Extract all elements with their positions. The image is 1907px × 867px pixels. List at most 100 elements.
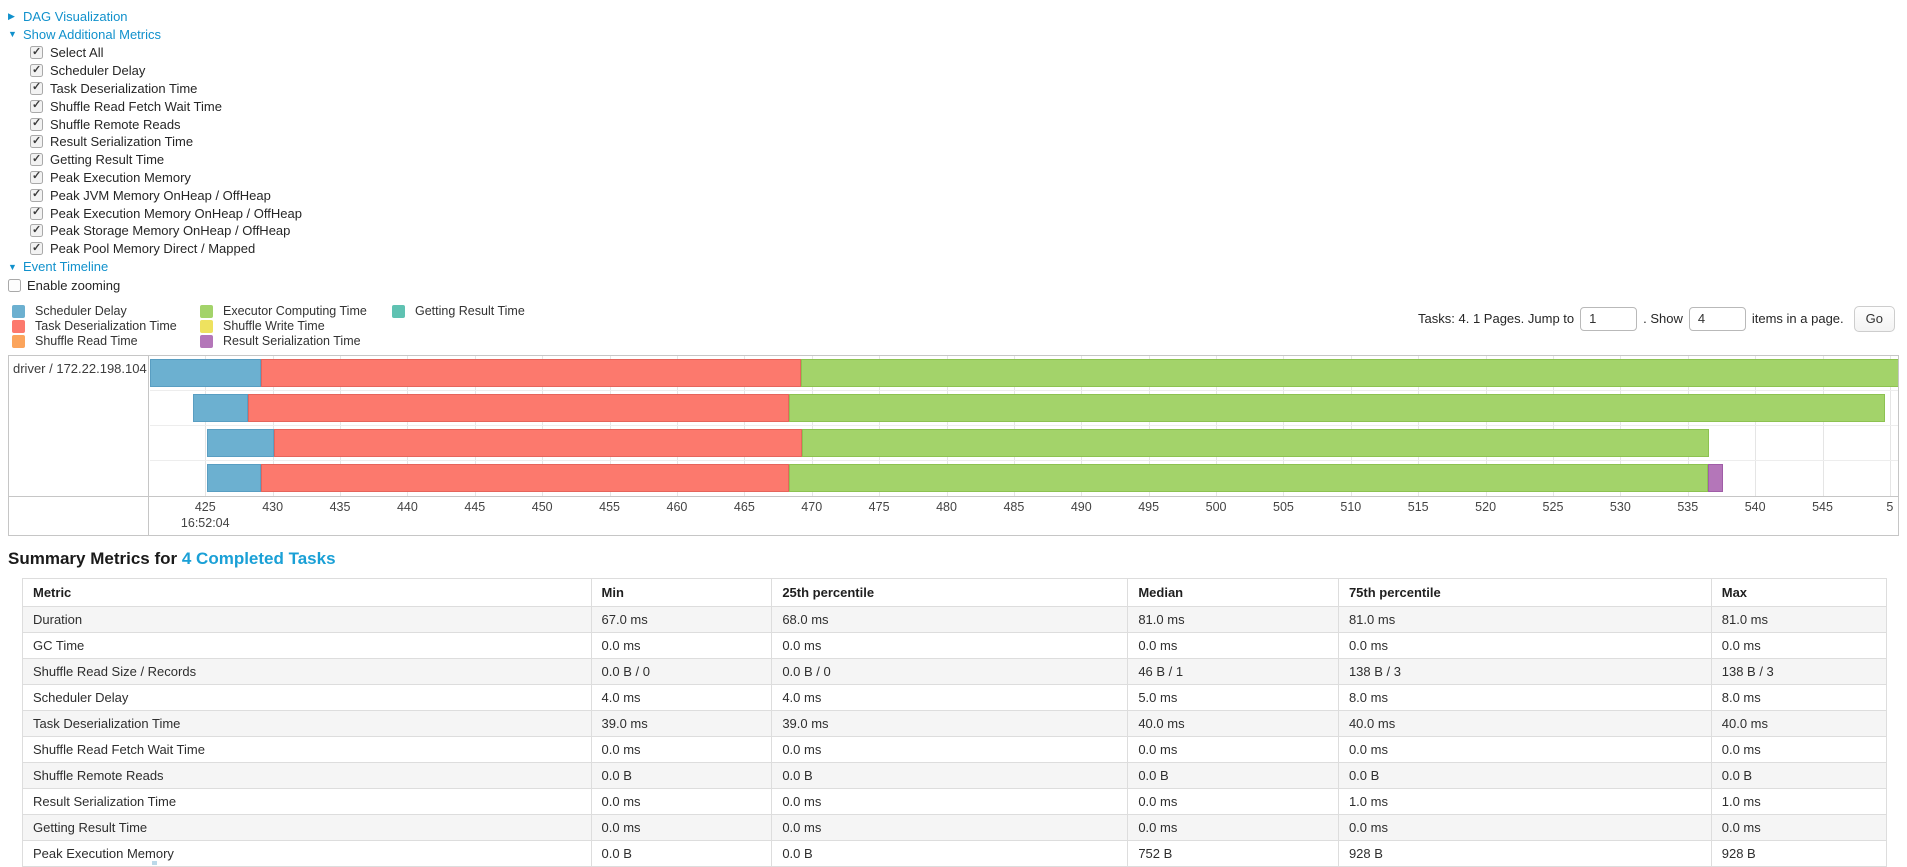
go-button[interactable]: Go <box>1853 305 1895 332</box>
timeline-gridline <box>1552 355 1554 496</box>
timeline-gridline <box>879 355 881 496</box>
checkbox-getting-result-time[interactable] <box>30 153 43 167</box>
task-bar-segment-result_serialization[interactable] <box>1707 463 1723 492</box>
completed-tasks-link[interactable]: 4 Completed Tasks <box>181 548 336 568</box>
items-per-page-input[interactable] <box>1688 306 1746 331</box>
timeline-gridline <box>340 355 342 496</box>
table-row: Peak Execution Memory 0.0 B 0.0 B 752 B 928 … <box>22 839 1888 867</box>
task-bar-segment-scheduler_delay[interactable] <box>150 358 261 387</box>
metric-checkbox-item: Peak Storage Memory OnHeap / OffHeap <box>30 222 1907 240</box>
task-pagination: Tasks: 4. 1 Pages. Jump to . Show items … <box>1418 304 1895 332</box>
metric-value-cell: 752 B <box>1127 839 1339 867</box>
task-bar-segment-task_deserialization[interactable] <box>260 358 801 387</box>
metric-value-cell: 46 B / 1 <box>1127 657 1339 685</box>
metric-name-cell: Duration <box>22 605 592 633</box>
timeline-gridline <box>1283 355 1285 496</box>
table-row: Duration 67.0 ms 68.0 ms 81.0 ms 81.0 ms 81.0… <box>22 605 1888 633</box>
legend-column: Scheduler Delay Task Deserialization Time… <box>12 304 200 349</box>
metric-value-cell: 39.0 ms <box>771 709 1129 737</box>
metric-value-cell: 4.0 ms <box>590 683 773 711</box>
metric-value-cell: 0.0 ms <box>590 735 773 763</box>
metric-value-cell: 138 B / 3 <box>1710 657 1888 685</box>
checkbox-peak-execution-memory[interactable] <box>30 170 43 184</box>
axis-tick-label: 455 <box>599 499 620 514</box>
executor-group-label: driver / 172.22.198.104 <box>13 360 147 376</box>
metric-value-cell: 40.0 ms <box>1710 709 1888 737</box>
metric-value-cell: 1.0 ms <box>1710 787 1888 815</box>
col-header-max: Max <box>1710 577 1888 607</box>
checkbox-label: Scheduler Delay <box>50 63 146 79</box>
dag-visualization-toggle[interactable]: ▶ DAG Visualization <box>8 7 1907 25</box>
checkbox-shuffle-remote-reads[interactable] <box>30 117 43 131</box>
show-additional-metrics-toggle[interactable]: ▼ Show Additional Metrics <box>8 25 1907 43</box>
legend-label: Result Serialization Time <box>223 334 361 349</box>
checkbox-result-serialization-time[interactable] <box>30 135 43 149</box>
task-bar-segment-task_deserialization[interactable] <box>248 393 789 422</box>
task-bar-segment-executor_computing[interactable] <box>800 358 1898 387</box>
checkbox-label: Task Deserialization Time <box>50 80 198 96</box>
checkbox-peak-execution-memory-onheap-offheap[interactable] <box>30 206 43 220</box>
checkbox-label: Getting Result Time <box>50 152 165 168</box>
metric-value-cell: 0.0 ms <box>1127 735 1339 763</box>
checkbox-shuffle-read-fetch-wait-time[interactable] <box>30 99 43 113</box>
legend-column: Getting Result Time <box>392 304 525 349</box>
metric-value-cell: 40.0 ms <box>1337 709 1712 737</box>
metric-checkbox-item: Peak Execution Memory <box>30 169 1907 187</box>
additional-metrics-checkbox-list: Select All Scheduler Delay Task Deserializ… <box>30 44 1907 258</box>
show-additional-metrics-link[interactable]: Show Additional Metrics <box>23 26 162 42</box>
checkbox-scheduler-delay[interactable] <box>30 64 43 78</box>
timeline-task-row <box>150 463 1898 492</box>
legend-swatch <box>12 334 25 348</box>
checkbox-peak-pool-memory-direct-mapped[interactable] <box>30 242 43 256</box>
legend-swatch <box>200 304 213 318</box>
summary-metrics-heading: Summary Metrics for 4 Completed Tasks <box>8 549 1907 569</box>
metric-value-cell: 0.0 ms <box>1337 813 1712 841</box>
timeline-gridline <box>1081 355 1083 496</box>
event-timeline-toggle[interactable]: ▼ Event Timeline <box>8 258 1907 276</box>
cutoff-next-section-fragment <box>152 861 157 865</box>
metric-value-cell: 0.0 ms <box>1127 631 1339 659</box>
task-bar-segment-executor_computing[interactable] <box>788 393 1885 422</box>
task-bar-segment-task_deserialization[interactable] <box>273 428 803 457</box>
task-bar-segment-executor_computing[interactable] <box>802 428 1710 457</box>
metric-value-cell: 928 B <box>1710 839 1888 867</box>
task-bar-segment-scheduler_delay[interactable] <box>193 393 249 422</box>
metric-value-cell: 81.0 ms <box>1127 605 1339 633</box>
metric-name-cell: Result Serialization Time <box>22 787 592 815</box>
task-bar-segment-executor_computing[interactable] <box>788 463 1708 492</box>
axis-tick-label: 515 <box>1407 499 1429 514</box>
task-bar-segment-scheduler_delay[interactable] <box>206 428 274 457</box>
checkbox-task-deserialization-time[interactable] <box>30 81 43 95</box>
metric-checkbox-item: Select All <box>30 44 1907 62</box>
timeline-gridline <box>811 355 813 496</box>
metric-value-cell: 40.0 ms <box>1127 709 1339 737</box>
checkbox-label: Shuffle Remote Reads <box>50 116 181 132</box>
checkbox-peak-storage-memory-onheap-offheap[interactable] <box>30 224 43 238</box>
dag-visualization-link[interactable]: DAG Visualization <box>23 8 128 24</box>
event-timeline-chart: driver / 172.22.198.104 425 430 435 440 445 4… <box>8 354 1899 536</box>
task-bar-segment-scheduler_delay[interactable] <box>206 463 261 492</box>
jump-to-page-input[interactable] <box>1580 306 1638 331</box>
metric-value-cell: 67.0 ms <box>590 605 773 633</box>
table-row: GC Time 0.0 ms 0.0 ms 0.0 ms 0.0 ms 0.0 ms <box>22 631 1888 659</box>
axis-tick-label: 520 <box>1475 499 1497 514</box>
checkbox-label: Peak Pool Memory Direct / Mapped <box>50 241 256 257</box>
axis-tick-label: 445 <box>464 499 486 514</box>
metric-name-cell: Peak Execution Memory <box>22 839 592 867</box>
legend-item-getting-result-time: Getting Result Time <box>392 304 525 319</box>
timeline-gridline <box>744 355 746 496</box>
axis-tick-label: 540 <box>1744 499 1766 514</box>
axis-tick-label: 485 <box>1003 499 1025 514</box>
metric-value-cell: 0.0 ms <box>771 631 1129 659</box>
event-timeline-link[interactable]: Event Timeline <box>23 259 109 275</box>
metric-value-cell: 0.0 ms <box>1337 735 1712 763</box>
axis-tick-label: 500 <box>1205 499 1227 514</box>
table-row: Getting Result Time 0.0 ms 0.0 ms 0.0 ms 0.0… <box>22 813 1888 841</box>
axis-tick-label: 490 <box>1070 499 1092 514</box>
metric-value-cell: 81.0 ms <box>1337 605 1712 633</box>
task-bar-segment-task_deserialization[interactable] <box>260 463 789 492</box>
table-row: Task Deserialization Time 39.0 ms 39.0 ms 4… <box>22 709 1888 737</box>
checkbox-select-all[interactable] <box>30 46 43 60</box>
checkbox-peak-jvm-memory-onheap-offheap[interactable] <box>30 188 43 202</box>
enable-zooming-checkbox[interactable] <box>8 279 21 293</box>
